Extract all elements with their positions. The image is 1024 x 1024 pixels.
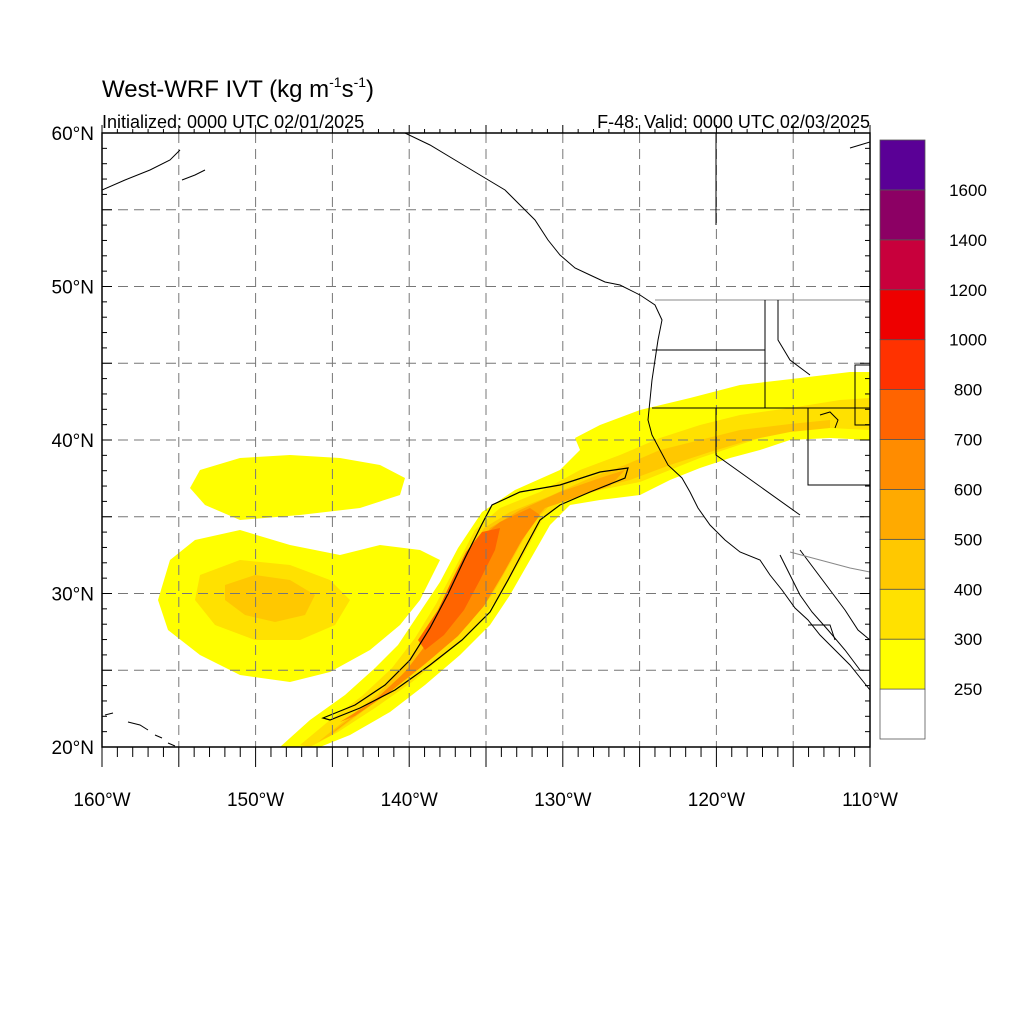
map-title: West-WRF IVT (kg m-1s-1) bbox=[102, 74, 374, 103]
colorbar-swatch bbox=[879, 389, 926, 440]
latitude-label: 40°N bbox=[52, 431, 94, 452]
colorbar-label: 700 bbox=[954, 431, 982, 450]
latitude-label: 50°N bbox=[52, 278, 94, 299]
latitude-label: 30°N bbox=[52, 585, 94, 606]
colorbar-label: 250 bbox=[954, 680, 982, 699]
colorbar-swatch bbox=[879, 638, 926, 690]
ivt-shade-600 bbox=[340, 508, 540, 722]
political-borders bbox=[652, 133, 870, 641]
colorbar-label: 400 bbox=[954, 580, 982, 599]
coastlines bbox=[102, 133, 870, 747]
colorbar-labels: 250 300 400 500 600 700 800 1000 1200 1400 1600 bbox=[949, 181, 987, 699]
colorbar-label: 1400 bbox=[949, 231, 987, 250]
latitude-label: 20°N bbox=[52, 738, 94, 759]
longitude-label: 150°W bbox=[227, 790, 284, 811]
colorbar-label: 1200 bbox=[949, 281, 987, 300]
axis-ticks bbox=[101, 125, 871, 767]
ivt-shading bbox=[158, 372, 870, 747]
colorbar-swatch bbox=[879, 339, 926, 390]
ivt-shade-700 bbox=[418, 528, 500, 650]
colorbar-label: 800 bbox=[954, 381, 982, 400]
longitude-labels: 160°W 150°W 140°W 130°W 120°W 110°W bbox=[73, 790, 898, 811]
init-time-label: Initialized: 0000 UTC 02/01/2025 bbox=[102, 112, 364, 132]
longitude-label: 120°W bbox=[688, 790, 745, 811]
ivt-shade-400-south bbox=[225, 575, 315, 622]
colorbar-label: 500 bbox=[954, 530, 982, 549]
ivt-shade-250-north bbox=[190, 455, 405, 520]
colorbar-label: 1000 bbox=[949, 331, 987, 350]
longitude-label: 160°W bbox=[73, 790, 130, 811]
latitude-labels: 60°N 50°N 40°N 30°N 20°N bbox=[52, 124, 94, 759]
colorbar bbox=[879, 139, 926, 740]
colorbar-swatch bbox=[879, 688, 926, 740]
colorbar-label: 1600 bbox=[949, 181, 987, 200]
colorbar-swatch bbox=[879, 239, 926, 291]
colorbar-swatch bbox=[879, 439, 926, 490]
longitude-label: 110°W bbox=[842, 790, 898, 811]
colorbar-swatch bbox=[879, 289, 926, 341]
latitude-label: 60°N bbox=[52, 124, 94, 145]
valid-time-label: F-48: Valid: 0000 UTC 02/03/2025 bbox=[597, 112, 870, 132]
longitude-label: 140°W bbox=[381, 790, 438, 811]
colorbar-swatch bbox=[879, 489, 926, 540]
colorbar-label: 300 bbox=[954, 630, 982, 649]
map-area bbox=[102, 133, 870, 747]
colorbar-swatch bbox=[879, 588, 926, 640]
colorbar-swatch bbox=[879, 189, 926, 241]
colorbar-swatch bbox=[879, 538, 926, 590]
colorbar-label: 600 bbox=[954, 480, 982, 499]
colorbar-swatch bbox=[879, 139, 926, 191]
longitude-label: 130°W bbox=[534, 790, 591, 811]
ivt-contour-line bbox=[321, 467, 629, 721]
